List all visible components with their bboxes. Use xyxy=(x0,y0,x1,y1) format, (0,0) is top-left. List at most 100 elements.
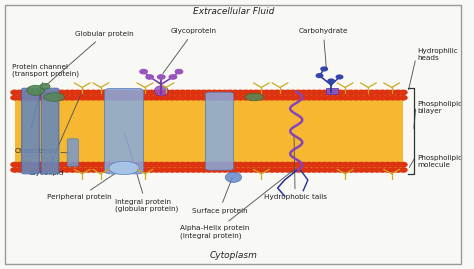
Text: Cytoplasm: Cytoplasm xyxy=(210,251,257,260)
Circle shape xyxy=(352,95,360,100)
Circle shape xyxy=(116,168,123,172)
Circle shape xyxy=(16,168,24,172)
Circle shape xyxy=(111,162,118,167)
Circle shape xyxy=(384,168,391,172)
Text: Protein channel
(transport protein): Protein channel (transport protein) xyxy=(12,63,79,129)
Text: Cholesterol: Cholesterol xyxy=(15,148,70,154)
Circle shape xyxy=(79,168,87,172)
Circle shape xyxy=(210,162,218,167)
Circle shape xyxy=(394,168,402,172)
Circle shape xyxy=(179,162,186,167)
Circle shape xyxy=(174,90,181,94)
Circle shape xyxy=(195,95,202,100)
Circle shape xyxy=(16,90,24,94)
Circle shape xyxy=(27,90,34,94)
Circle shape xyxy=(158,168,165,172)
Circle shape xyxy=(331,168,339,172)
Circle shape xyxy=(84,95,92,100)
Circle shape xyxy=(374,95,381,100)
Circle shape xyxy=(116,95,123,100)
Circle shape xyxy=(284,95,292,100)
Circle shape xyxy=(137,162,145,167)
Ellipse shape xyxy=(40,83,50,89)
Circle shape xyxy=(190,90,197,94)
Circle shape xyxy=(331,95,339,100)
Circle shape xyxy=(310,95,318,100)
Circle shape xyxy=(294,162,302,167)
Circle shape xyxy=(157,75,165,79)
Circle shape xyxy=(64,95,71,100)
Circle shape xyxy=(342,90,349,94)
Circle shape xyxy=(69,90,76,94)
Circle shape xyxy=(84,162,92,167)
Circle shape xyxy=(190,168,197,172)
Circle shape xyxy=(174,95,181,100)
Circle shape xyxy=(289,95,297,100)
Circle shape xyxy=(127,90,134,94)
Text: Hydrophilic
heads: Hydrophilic heads xyxy=(417,48,458,61)
Circle shape xyxy=(106,95,113,100)
Circle shape xyxy=(200,95,208,100)
Circle shape xyxy=(90,90,97,94)
Circle shape xyxy=(289,168,297,172)
Text: Carbohydrate: Carbohydrate xyxy=(299,29,348,68)
Circle shape xyxy=(32,90,39,94)
Circle shape xyxy=(357,168,365,172)
Circle shape xyxy=(184,90,191,94)
Circle shape xyxy=(27,168,34,172)
Ellipse shape xyxy=(44,93,64,101)
Circle shape xyxy=(221,162,228,167)
Circle shape xyxy=(242,95,249,100)
Circle shape xyxy=(200,162,208,167)
Circle shape xyxy=(137,168,145,172)
Circle shape xyxy=(90,168,97,172)
Circle shape xyxy=(326,90,334,94)
Circle shape xyxy=(268,90,276,94)
Circle shape xyxy=(305,168,312,172)
Circle shape xyxy=(58,95,65,100)
Circle shape xyxy=(174,168,181,172)
Text: Hydrophobic tails: Hydrophobic tails xyxy=(264,134,327,200)
Circle shape xyxy=(64,162,71,167)
Circle shape xyxy=(328,79,335,83)
Circle shape xyxy=(48,168,55,172)
Circle shape xyxy=(95,162,102,167)
Circle shape xyxy=(142,95,150,100)
Circle shape xyxy=(357,95,365,100)
Circle shape xyxy=(368,168,375,172)
Circle shape xyxy=(121,162,128,167)
Circle shape xyxy=(106,162,113,167)
Circle shape xyxy=(400,162,407,167)
Circle shape xyxy=(121,168,128,172)
Circle shape xyxy=(179,95,186,100)
Circle shape xyxy=(231,95,239,100)
Circle shape xyxy=(273,95,281,100)
Circle shape xyxy=(221,168,228,172)
Text: Globular protein: Globular protein xyxy=(45,31,134,86)
Circle shape xyxy=(16,162,24,167)
Circle shape xyxy=(48,95,55,100)
Circle shape xyxy=(132,95,139,100)
Circle shape xyxy=(216,95,223,100)
Circle shape xyxy=(337,95,344,100)
Circle shape xyxy=(37,90,45,94)
Circle shape xyxy=(289,162,297,167)
Circle shape xyxy=(374,90,381,94)
Circle shape xyxy=(226,162,234,167)
Circle shape xyxy=(242,90,249,94)
Circle shape xyxy=(21,162,29,167)
Circle shape xyxy=(205,95,213,100)
Circle shape xyxy=(258,95,265,100)
Circle shape xyxy=(289,90,297,94)
Circle shape xyxy=(58,162,65,167)
Circle shape xyxy=(37,168,45,172)
Circle shape xyxy=(279,95,286,100)
Circle shape xyxy=(11,168,18,172)
Circle shape xyxy=(168,90,176,94)
Circle shape xyxy=(279,162,286,167)
Circle shape xyxy=(300,90,307,94)
Circle shape xyxy=(226,168,234,172)
Circle shape xyxy=(226,95,234,100)
Circle shape xyxy=(132,168,139,172)
Circle shape xyxy=(379,162,386,167)
